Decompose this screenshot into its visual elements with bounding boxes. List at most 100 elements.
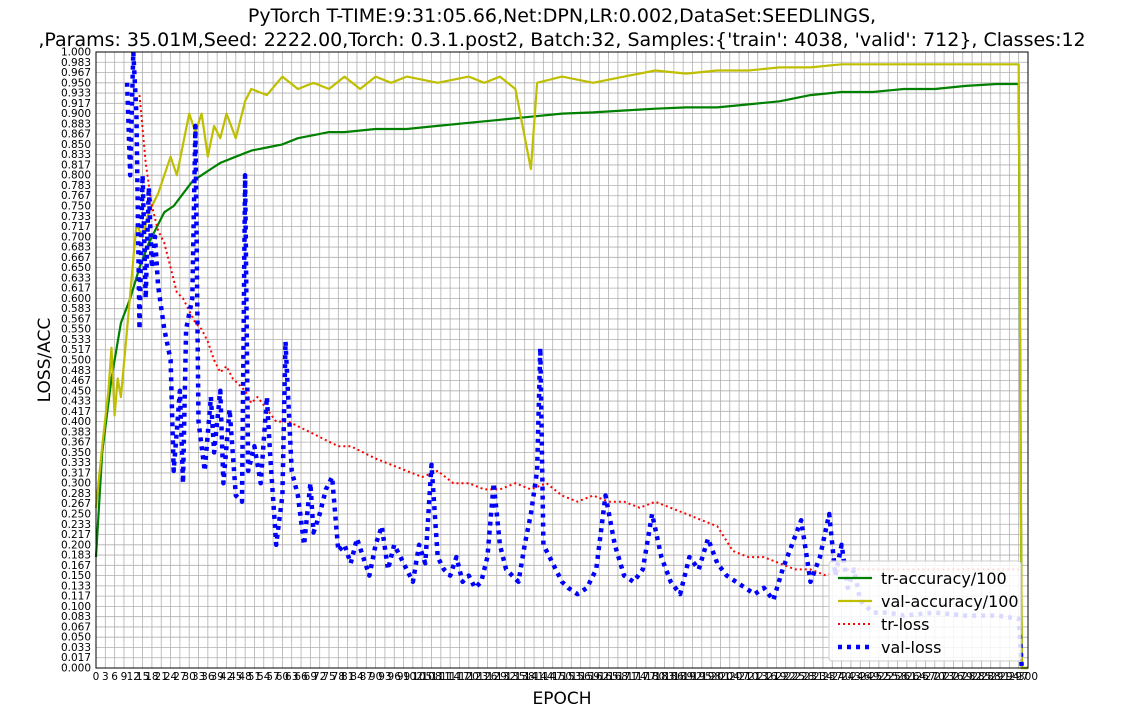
x-tick-label: 198 xyxy=(701,671,721,683)
x-tick-label: 90 xyxy=(369,671,382,683)
y-tick-label: 0.350 xyxy=(61,447,91,459)
x-tick-label: 150 xyxy=(552,671,572,683)
x-tick-label: 231 xyxy=(804,671,824,683)
legend: tr-accuracy/100 val-accuracy/100 tr-loss va… xyxy=(828,560,1022,662)
x-tick-label: 255 xyxy=(878,671,898,683)
x-tick-label: 117 xyxy=(449,671,469,683)
y-tick-label: 0.017 xyxy=(61,652,91,664)
y-tick-label: 0.883 xyxy=(61,118,91,130)
y-tick-label: 0.300 xyxy=(61,478,91,490)
x-tick-label: 6 xyxy=(111,671,118,683)
x-tick-label: 141 xyxy=(524,671,544,683)
legend-entry: tr-loss xyxy=(881,615,930,634)
x-tick-labels: 0 3 6 9 121518212427303336394245485154576063… xyxy=(93,671,1038,683)
plot-frame xyxy=(95,51,1029,669)
y-tick-label: 0.183 xyxy=(61,550,91,562)
chart-title-line2: ,Params: 35.01M,Seed: 2222.00,Torch: 0.3… xyxy=(38,29,1085,51)
y-tick-label: 0.000 xyxy=(61,663,91,675)
y-tick-label: 0.100 xyxy=(61,601,91,613)
x-tick-label: 33 xyxy=(192,671,205,683)
y-tick-label: 0.333 xyxy=(61,457,91,469)
x-tick-label: 84 xyxy=(350,671,364,683)
y-tick-label: 0.050 xyxy=(61,632,91,644)
series-line-val-loss xyxy=(124,49,1025,669)
legend-entry: val-loss xyxy=(881,638,941,657)
x-tick-label: 135 xyxy=(505,671,525,683)
y-tick-label: 0.167 xyxy=(61,560,91,572)
x-tick-label: 60 xyxy=(276,671,289,683)
y-tick-label: 0.700 xyxy=(61,231,91,243)
y-axis-label: LOSS/ACC xyxy=(35,318,55,403)
x-tick-label: 183 xyxy=(654,671,674,683)
y-tick-label: 0.033 xyxy=(61,642,91,654)
x-tick-label: 48 xyxy=(238,671,251,683)
x-tick-label: 18 xyxy=(145,671,158,683)
y-tick-label: 0.767 xyxy=(61,190,91,202)
x-tick-label: 273 xyxy=(934,671,954,683)
x-tick-label: 99 xyxy=(397,671,410,683)
x-tick-label: 24 xyxy=(164,671,178,683)
y-tick-label: 0.600 xyxy=(61,293,91,305)
x-tick-label: 93 xyxy=(378,671,391,683)
y-tick-label: 0.283 xyxy=(61,488,91,500)
y-tick-label: 0.517 xyxy=(61,344,91,356)
y-tick-label: 0.083 xyxy=(61,611,91,623)
x-tick-label: 72 xyxy=(313,671,326,683)
x-tick-label: 120 xyxy=(459,671,479,683)
x-tick-label: 228 xyxy=(794,671,814,683)
x-tick-label: 132 xyxy=(496,671,516,683)
legend-entry: val-accuracy/100 xyxy=(881,592,1019,611)
x-tick-label: 189 xyxy=(673,671,693,683)
x-tick-label: 285 xyxy=(971,671,991,683)
x-tick-label: 159 xyxy=(580,671,600,683)
y-tick-label: 0.983 xyxy=(61,57,91,69)
x-tick-label: 171 xyxy=(617,671,637,683)
y-tick-label: 0.250 xyxy=(61,509,91,521)
x-tick-label: 147 xyxy=(543,671,563,683)
y-tick-label: 0.150 xyxy=(61,570,91,582)
y-tick-label: 0.617 xyxy=(61,283,91,295)
x-tick-label: 267 xyxy=(915,671,935,683)
y-tick-label: 0.367 xyxy=(61,437,91,449)
x-tick-label: 69 xyxy=(304,671,317,683)
y-tick-label: 0.633 xyxy=(61,272,91,284)
x-tick-label: 54 xyxy=(257,671,271,683)
y-tick-label: 0.933 xyxy=(61,88,91,100)
x-tick-label: 225 xyxy=(785,671,805,683)
x-tick-label: 294 xyxy=(999,671,1019,683)
x-tick-label: 279 xyxy=(953,671,973,683)
x-tick-label: 210 xyxy=(738,671,758,683)
y-tick-label: 0.650 xyxy=(61,262,91,274)
x-tick-label: 138 xyxy=(515,671,535,683)
y-tick-label: 0.500 xyxy=(61,355,91,367)
grid xyxy=(95,51,1029,669)
chart-title-line1: PyTorch T-TIME:9:31:05.66,Net:DPN,LR:0.0… xyxy=(248,5,876,27)
y-tick-label: 0.383 xyxy=(61,426,91,438)
x-tick-label: 174 xyxy=(627,671,647,683)
x-tick-label: 249 xyxy=(860,671,880,683)
x-tick-label: 129 xyxy=(487,671,507,683)
x-tick-label: 297 xyxy=(1009,671,1029,683)
x-tick-label: 81 xyxy=(341,671,354,683)
x-tick-label: 240 xyxy=(832,671,852,683)
y-tick-label: 0.583 xyxy=(61,303,91,315)
x-tick-label: 222 xyxy=(776,671,796,683)
y-tick-label: 0.417 xyxy=(61,406,91,418)
x-tick-label: 63 xyxy=(285,671,298,683)
x-tick-label: 213 xyxy=(748,671,768,683)
y-tick-label: 0.233 xyxy=(61,519,91,531)
x-tick-label: 15 xyxy=(136,671,149,683)
x-tick-label: 153 xyxy=(561,671,581,683)
x-tick-label: 291 xyxy=(990,671,1010,683)
y-tick-label: 0.067 xyxy=(61,621,91,633)
y-tick-label: 0.217 xyxy=(61,529,91,541)
x-tick-label: 9 xyxy=(121,671,128,683)
y-tick-label: 0.683 xyxy=(61,242,91,254)
x-tick-label: 186 xyxy=(664,671,684,683)
y-tick-label: 0.317 xyxy=(61,467,91,479)
y-tick-label: 0.950 xyxy=(61,77,91,89)
x-tick-label: 75 xyxy=(322,671,335,683)
y-tick-label: 0.833 xyxy=(61,149,91,161)
y-tick-label: 1.000 xyxy=(61,47,91,59)
x-tick-label: 144 xyxy=(533,671,553,683)
